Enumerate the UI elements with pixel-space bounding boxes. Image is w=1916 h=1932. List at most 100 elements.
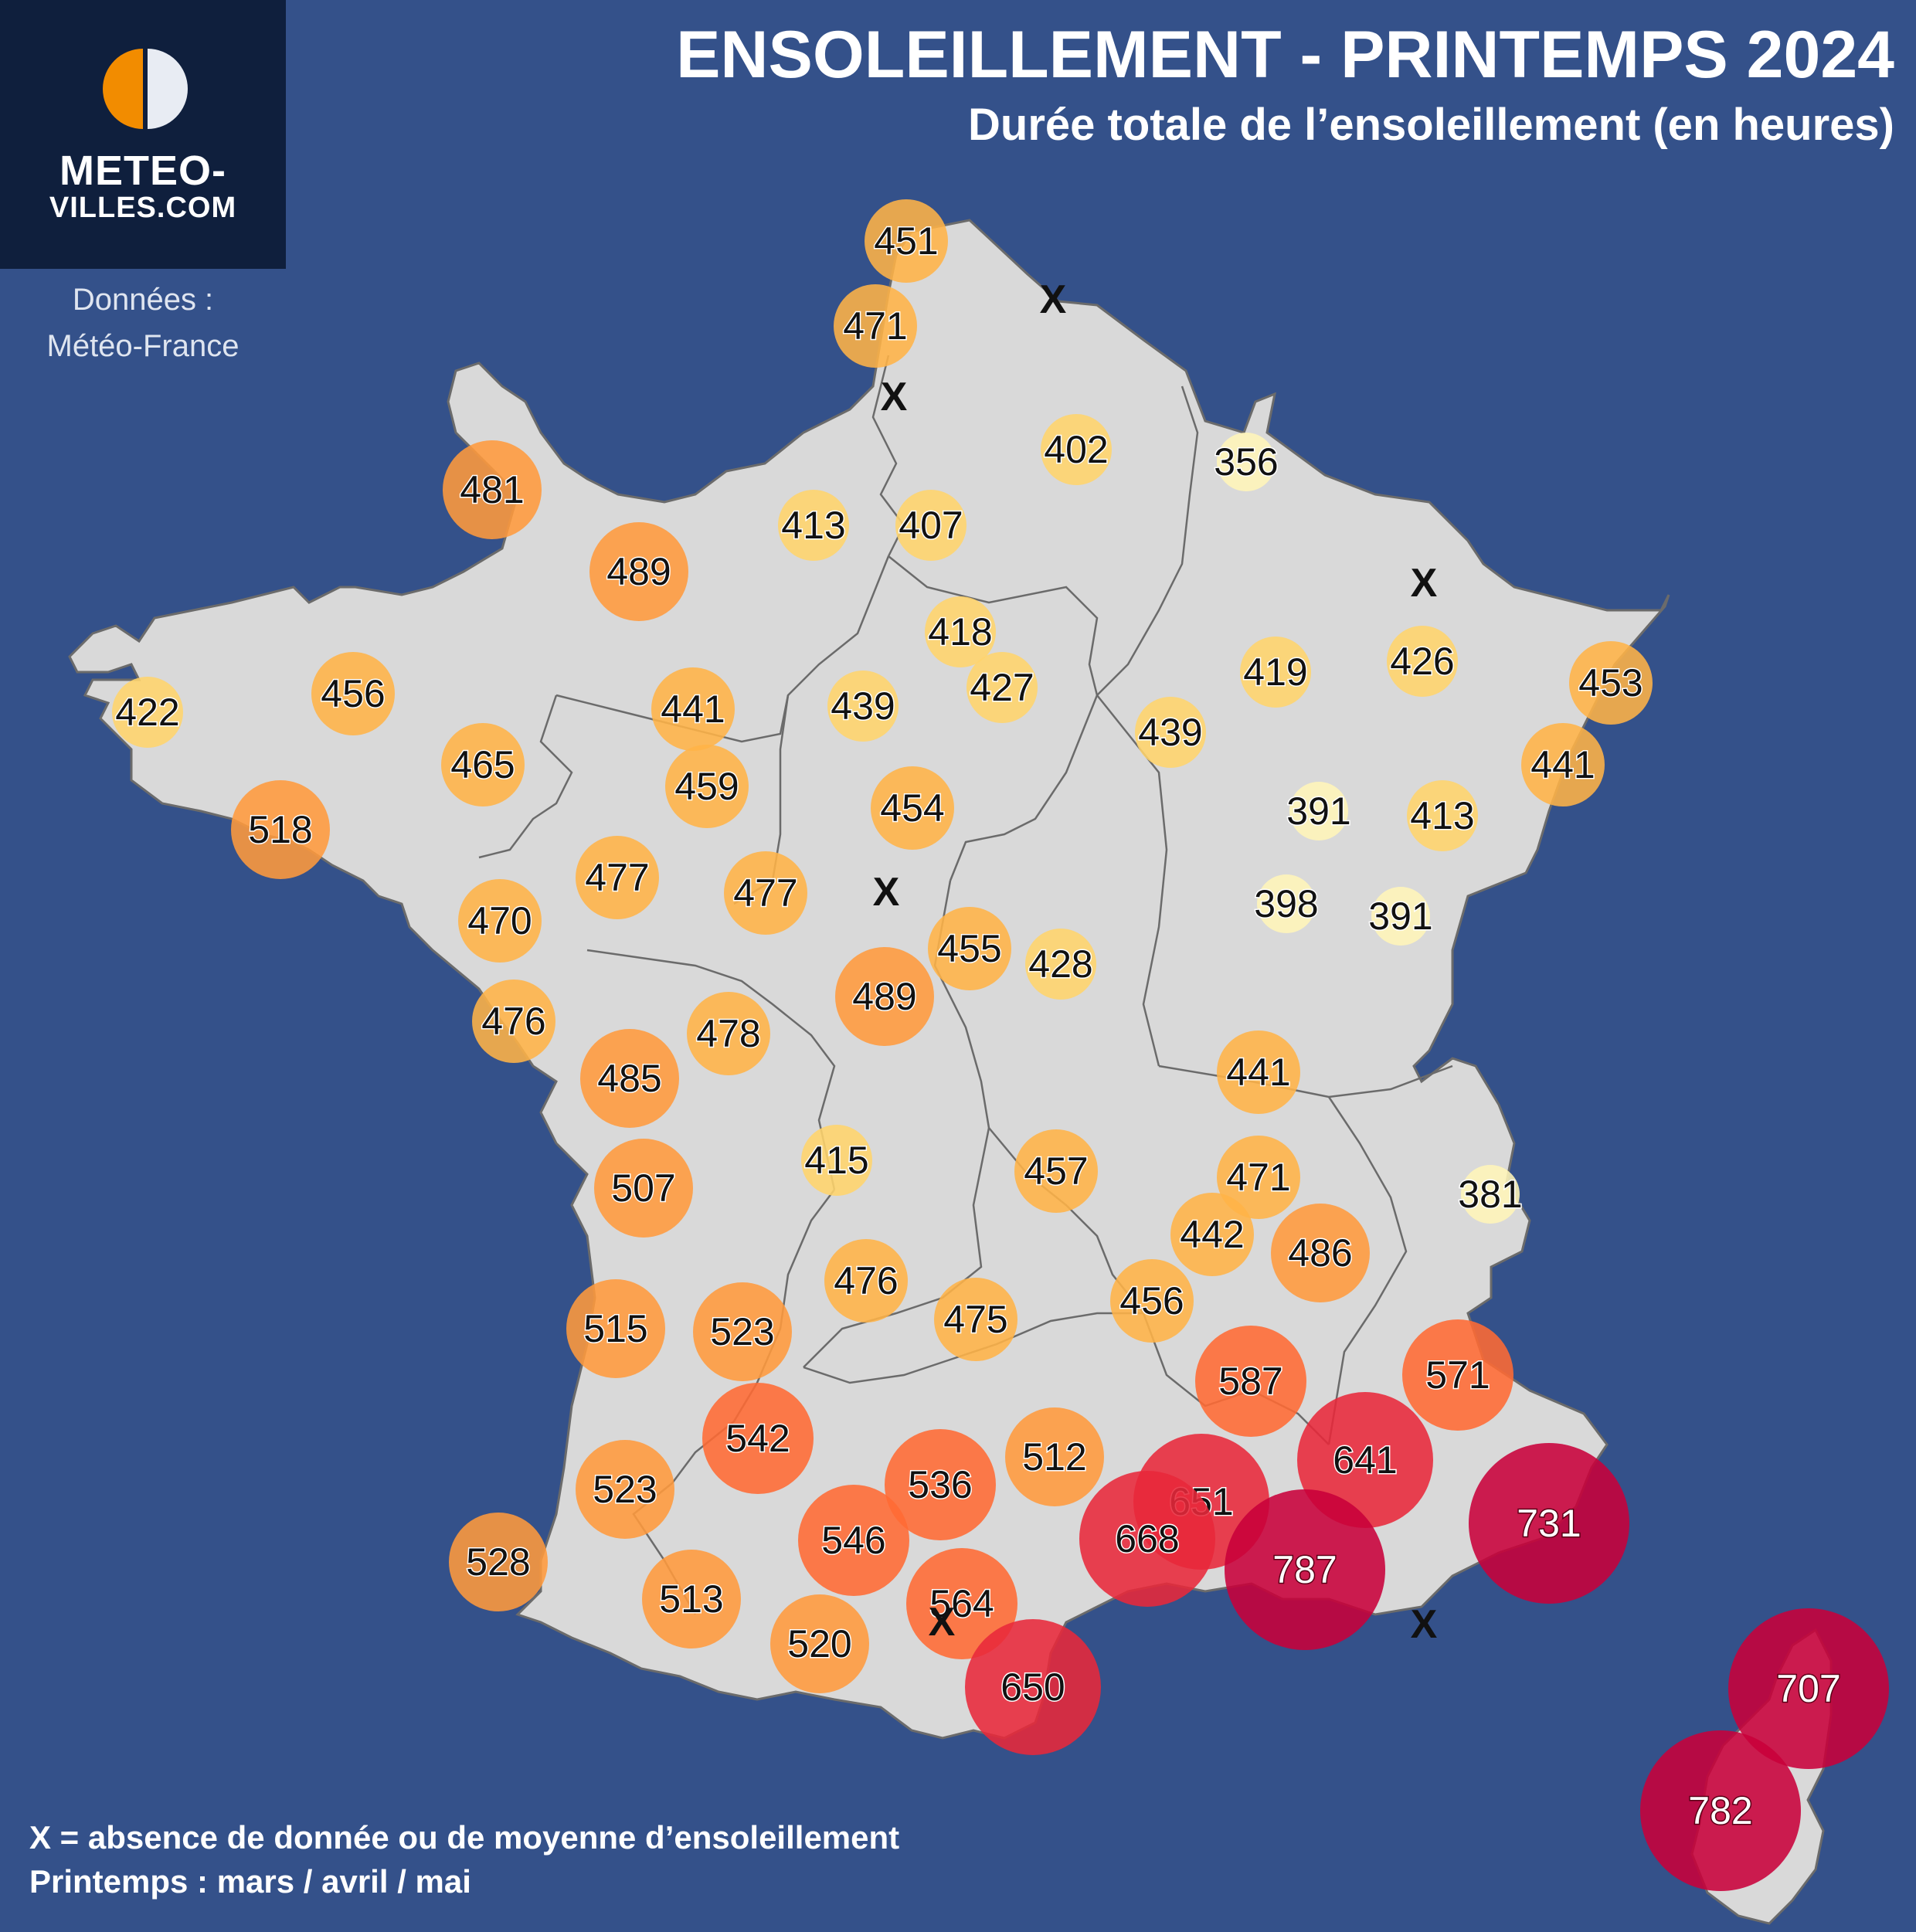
station-value: 471 bbox=[843, 304, 907, 348]
station-circle bbox=[966, 652, 1038, 723]
station-value: 407 bbox=[899, 504, 963, 547]
station-bubble: 668 bbox=[1079, 1471, 1215, 1607]
station-value: 441 bbox=[1530, 743, 1595, 786]
station-circle bbox=[693, 1282, 792, 1381]
station-bubble: 731 bbox=[1469, 1443, 1629, 1604]
station-bubble: 707 bbox=[1728, 1608, 1889, 1769]
station-bubble: 407 bbox=[895, 490, 966, 561]
station-value: 564 bbox=[929, 1582, 994, 1625]
station-value: 459 bbox=[674, 765, 739, 808]
station-value: 477 bbox=[733, 871, 797, 915]
station-value: 422 bbox=[115, 691, 179, 734]
station-value: 451 bbox=[874, 219, 938, 263]
logo-text-line2: VILLES.COM bbox=[49, 192, 237, 224]
station-bubble: 485 bbox=[580, 1029, 679, 1128]
station-bubble: 426 bbox=[1387, 626, 1458, 697]
station-bubble: 782 bbox=[1640, 1730, 1801, 1891]
station-bubble: 471 bbox=[834, 284, 917, 368]
station-bubble: 427 bbox=[966, 652, 1038, 723]
station-bubble: 381 bbox=[1457, 1165, 1524, 1224]
station-circle bbox=[1025, 929, 1096, 1000]
station-circle bbox=[724, 851, 807, 935]
station-bubble: 650 bbox=[965, 1619, 1101, 1755]
station-value: 571 bbox=[1425, 1353, 1490, 1397]
station-circle bbox=[834, 284, 917, 368]
station-value: 536 bbox=[908, 1463, 972, 1506]
station-bubble: 564 bbox=[906, 1548, 1017, 1659]
station-circle bbox=[1371, 887, 1430, 946]
station-circle bbox=[885, 1429, 996, 1540]
station-circle bbox=[687, 992, 770, 1075]
france-landmass bbox=[68, 219, 1833, 1925]
station-circle bbox=[449, 1513, 548, 1611]
station-value: 523 bbox=[593, 1468, 657, 1511]
station-bubble: 523 bbox=[576, 1440, 674, 1539]
station-value: 476 bbox=[481, 1000, 545, 1043]
station-circle bbox=[1569, 641, 1653, 725]
station-value: 668 bbox=[1115, 1517, 1179, 1560]
station-value: 707 bbox=[1776, 1667, 1840, 1710]
source-label: Données : bbox=[72, 283, 214, 317]
station-bubble: 471 bbox=[1217, 1136, 1300, 1219]
station-bubble: 455 bbox=[928, 907, 1011, 990]
station-value: 486 bbox=[1288, 1231, 1352, 1275]
station-value: 415 bbox=[804, 1139, 868, 1182]
station-circle bbox=[1240, 637, 1311, 708]
station-value: 515 bbox=[583, 1307, 647, 1350]
station-circle bbox=[801, 1125, 872, 1196]
station-circle bbox=[112, 677, 183, 748]
station-bubble: 356 bbox=[1213, 433, 1279, 491]
station-value: 523 bbox=[710, 1310, 774, 1353]
station-bubble: 476 bbox=[472, 980, 555, 1063]
station-value: 470 bbox=[467, 899, 532, 942]
station-bubble: 413 bbox=[778, 490, 849, 561]
station-bubble: 441 bbox=[1217, 1031, 1300, 1114]
source-name: Météo-France bbox=[46, 329, 240, 363]
missing-data-marker: X bbox=[1411, 561, 1438, 606]
station-value: 455 bbox=[937, 927, 1001, 970]
station-circle bbox=[441, 723, 525, 806]
data-source: Données : Météo-France bbox=[0, 277, 286, 369]
station-value: 782 bbox=[1688, 1789, 1752, 1832]
station-circle bbox=[1402, 1319, 1513, 1431]
station-value: 650 bbox=[1000, 1665, 1065, 1709]
station-circle bbox=[827, 671, 899, 742]
station-bubble: 787 bbox=[1225, 1489, 1385, 1650]
station-bubble: 489 bbox=[835, 947, 934, 1046]
station-value: 427 bbox=[970, 666, 1034, 709]
station-value: 471 bbox=[1226, 1156, 1290, 1199]
station-bubble: 428 bbox=[1025, 929, 1096, 1000]
station-circle bbox=[871, 766, 954, 850]
station-circle bbox=[443, 440, 542, 539]
station-value: 441 bbox=[1226, 1051, 1290, 1094]
station-circle bbox=[1469, 1443, 1629, 1604]
station-circle bbox=[1005, 1407, 1104, 1506]
station-bubbles: 451 471 402 356 481 413 407 489 418 427 439 441 456 4… bbox=[112, 199, 1889, 1891]
station-value: 512 bbox=[1022, 1435, 1086, 1479]
station-circle bbox=[231, 780, 330, 879]
station-bubble: 512 bbox=[1005, 1407, 1104, 1506]
station-bubble: 476 bbox=[824, 1239, 908, 1323]
station-bubble: 413 bbox=[1407, 780, 1478, 851]
station-circle bbox=[1014, 1129, 1098, 1213]
station-bubble: 457 bbox=[1014, 1129, 1098, 1213]
station-circle bbox=[580, 1029, 679, 1128]
station-circle bbox=[824, 1239, 908, 1323]
station-bubble: 456 bbox=[1110, 1259, 1194, 1343]
station-value: 477 bbox=[585, 856, 649, 899]
station-circle bbox=[1407, 780, 1478, 851]
station-circle bbox=[576, 836, 659, 919]
station-bubble: 441 bbox=[651, 667, 735, 751]
station-bubble: 453 bbox=[1569, 641, 1653, 725]
station-bubble: 571 bbox=[1402, 1319, 1513, 1431]
station-circle bbox=[934, 1278, 1017, 1361]
station-value: 465 bbox=[450, 743, 515, 786]
station-circle bbox=[642, 1550, 741, 1648]
station-circle bbox=[1217, 1136, 1300, 1219]
station-circle bbox=[1461, 1165, 1520, 1224]
station-circle bbox=[1041, 414, 1112, 485]
station-bubble: 459 bbox=[665, 745, 749, 828]
station-bubble: 470 bbox=[458, 879, 542, 963]
legend-missing-note: X = absence de donnée ou de moyenne d’en… bbox=[29, 1819, 900, 1856]
station-value: 507 bbox=[611, 1166, 675, 1210]
